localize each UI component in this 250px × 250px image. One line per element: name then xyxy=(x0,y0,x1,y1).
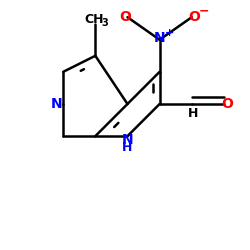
Text: O: O xyxy=(221,97,233,111)
Text: O: O xyxy=(188,10,200,24)
Text: H: H xyxy=(122,141,133,154)
Text: H: H xyxy=(188,108,198,120)
Text: O: O xyxy=(120,10,132,24)
Text: N: N xyxy=(122,133,133,147)
Text: 3: 3 xyxy=(101,18,108,28)
Text: N: N xyxy=(154,32,166,46)
Text: +: + xyxy=(165,28,174,38)
Text: CH: CH xyxy=(84,14,104,26)
Text: N: N xyxy=(51,97,63,111)
Text: −: − xyxy=(198,4,209,18)
